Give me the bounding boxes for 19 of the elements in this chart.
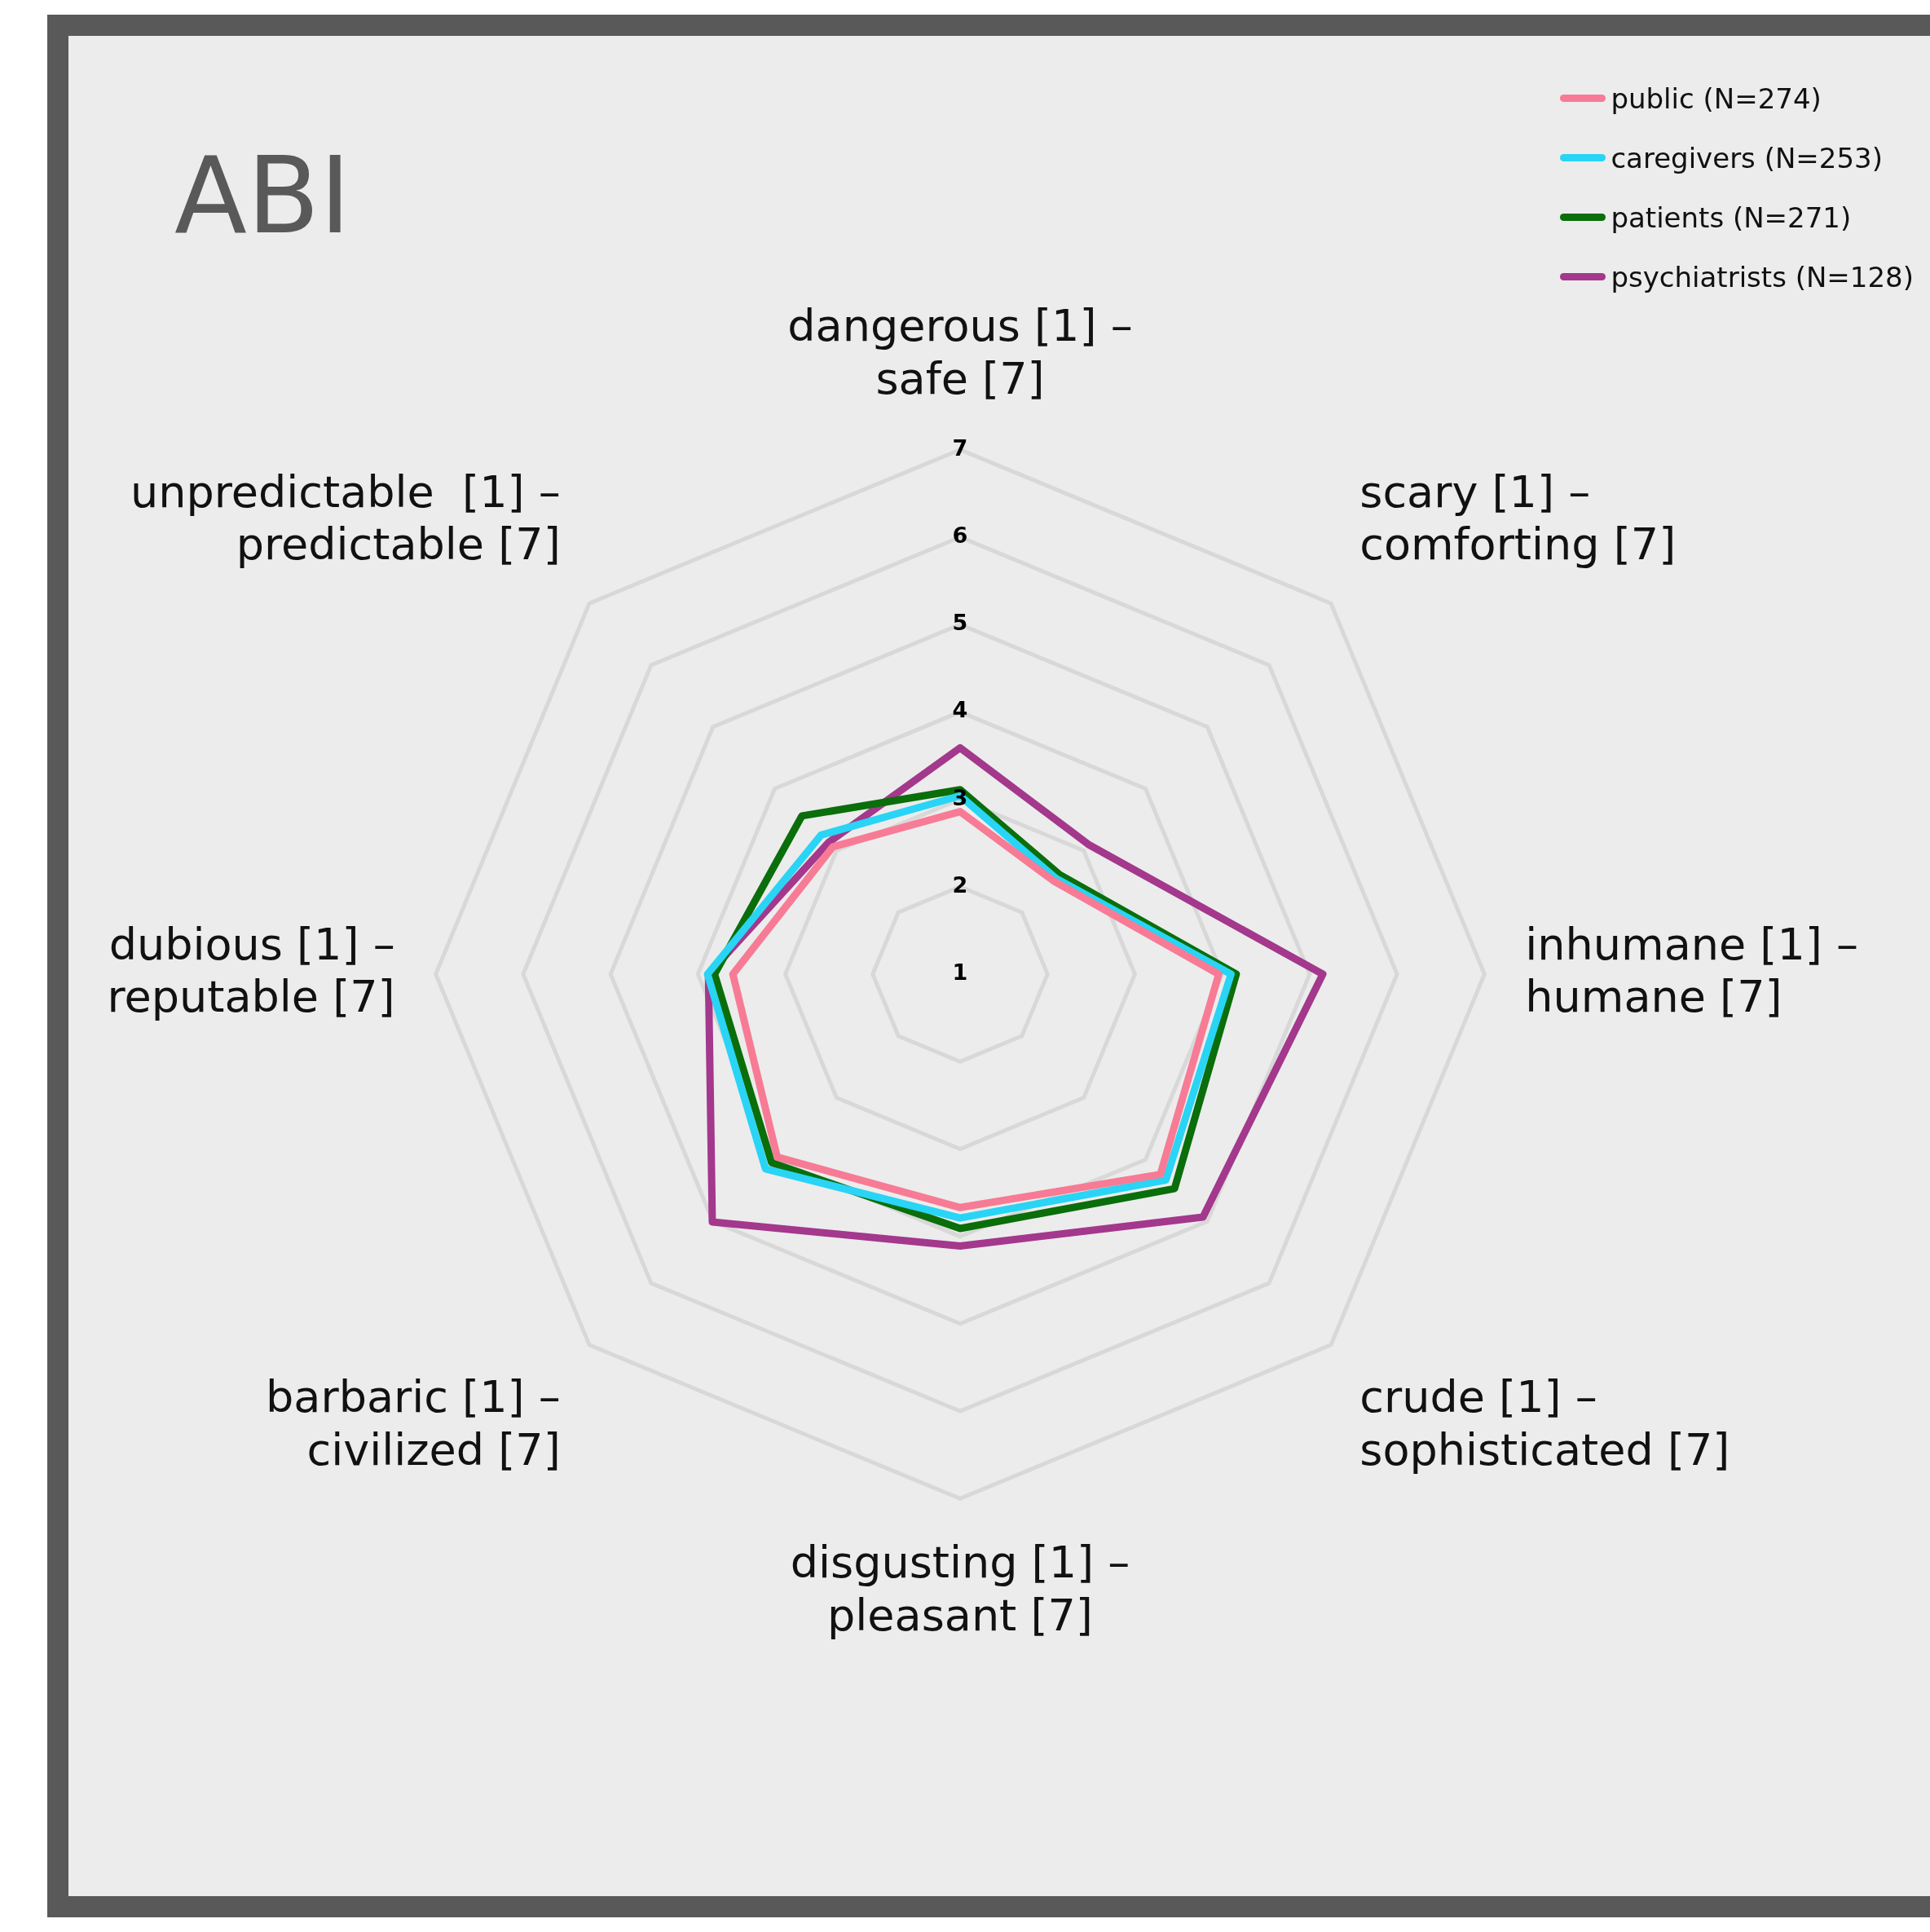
spoke-label: inhumane [1] – humane [7] <box>1525 918 1858 1023</box>
y-tick-label: 7 <box>952 434 968 461</box>
y-tick-label: 6 <box>952 522 968 548</box>
y-tick-label: 4 <box>952 697 968 723</box>
legend-label: psychiatrists (N=128) <box>1611 260 1914 293</box>
text: ABI <box>174 134 351 258</box>
spoke-label: crude [1] – sophisticated [7] <box>1359 1370 1730 1475</box>
spoke-label: disgusting [1] – pleasant [7] <box>790 1536 1130 1641</box>
spoke-label: barbaric [1] – civilized [7] <box>266 1370 561 1475</box>
legend-label: patients (N=271) <box>1611 201 1852 234</box>
spoke-label: dangerous [1] – safe [7] <box>787 300 1133 405</box>
y-tick-label: 5 <box>952 610 968 636</box>
y-tick-label: 1 <box>952 959 968 986</box>
spoke-label: dubious [1] – reputable [7] <box>107 918 395 1023</box>
spoke-label: unpredictable [1] – predictable [7] <box>130 465 561 571</box>
legend-label: public (N=274) <box>1611 82 1822 115</box>
spoke-label: scary [1] – comforting [7] <box>1359 465 1677 571</box>
y-tick-label: 2 <box>952 871 968 898</box>
legend-label: caregivers (N=253) <box>1611 141 1883 174</box>
